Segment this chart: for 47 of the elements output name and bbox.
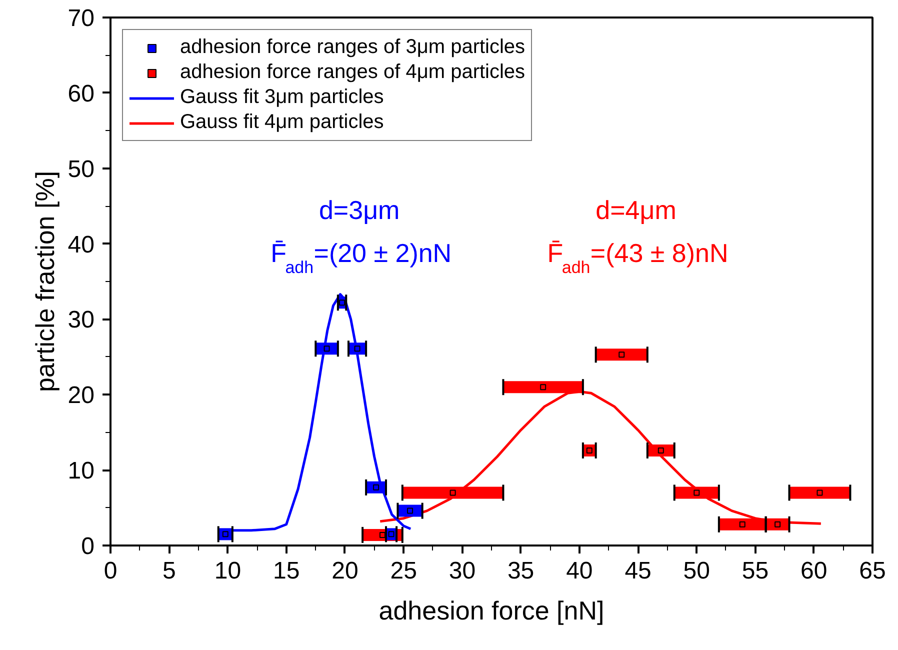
x-tick-label: 60 bbox=[800, 558, 828, 584]
x-tick-label: 0 bbox=[104, 558, 118, 584]
point bbox=[339, 300, 346, 306]
point bbox=[618, 352, 625, 358]
point bbox=[658, 447, 664, 454]
point bbox=[774, 521, 781, 528]
legend-label: Gauss fit 3μm particles bbox=[180, 86, 384, 109]
x-tick-label: 50 bbox=[683, 558, 710, 584]
point bbox=[407, 508, 414, 514]
point bbox=[324, 346, 330, 352]
y-tick-label: 70 bbox=[68, 5, 95, 32]
x-axis-title: adhesion force [nN] bbox=[378, 596, 604, 626]
x-tick-label: 10 bbox=[214, 558, 242, 584]
legend-label: adhesion force ranges of 3μm particles bbox=[180, 36, 526, 59]
point bbox=[379, 532, 386, 538]
point bbox=[540, 384, 546, 390]
x-tick-label: 15 bbox=[273, 558, 300, 584]
legend-label: adhesion force ranges of 4μm particles bbox=[180, 61, 526, 84]
x-tick-label: 45 bbox=[624, 558, 652, 584]
annotation: d=4μm bbox=[596, 194, 676, 225]
legend-label: Gauss fit 4μm particles bbox=[180, 111, 384, 134]
point bbox=[373, 484, 380, 490]
x-tick-label: 40 bbox=[566, 558, 593, 584]
y-tick-label: 10 bbox=[68, 458, 95, 485]
point bbox=[450, 490, 456, 496]
point bbox=[388, 531, 394, 538]
point bbox=[739, 521, 746, 528]
point bbox=[816, 490, 823, 496]
x-tick-label: 20 bbox=[332, 558, 358, 584]
x-tick-label: 30 bbox=[448, 558, 476, 584]
y-tick-label: 60 bbox=[68, 80, 95, 108]
y-tick-label: 50 bbox=[68, 156, 95, 183]
point bbox=[354, 346, 360, 352]
y-tick-label: 0 bbox=[81, 533, 95, 560]
x-tick-label: 55 bbox=[742, 558, 769, 584]
y-tick-label: 40 bbox=[68, 231, 95, 258]
x-tick-label: 35 bbox=[507, 558, 534, 584]
x-tick-label: 25 bbox=[390, 558, 417, 584]
x-tick-label: 65 bbox=[859, 558, 886, 584]
annotation: d=3μm bbox=[318, 194, 400, 225]
point bbox=[586, 447, 592, 454]
y-tick-label: 20 bbox=[68, 382, 95, 410]
x-tick-label: 5 bbox=[162, 558, 176, 584]
point bbox=[222, 531, 228, 538]
point bbox=[694, 490, 700, 496]
y-tick-label: 30 bbox=[68, 306, 95, 334]
y-axis-title: particle fraction [%] bbox=[30, 170, 60, 392]
